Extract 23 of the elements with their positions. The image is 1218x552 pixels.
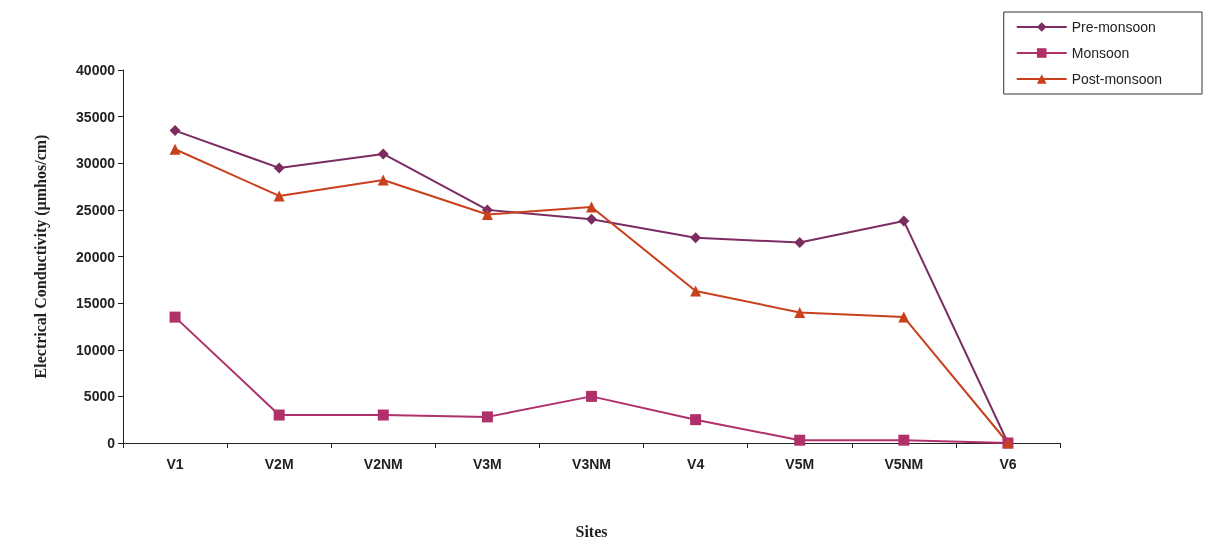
x-tick-label: V5M bbox=[785, 456, 815, 472]
y-tick-label: 10000 bbox=[76, 341, 116, 358]
y-tick-label: 40000 bbox=[76, 62, 116, 78]
y-tick-label: 20000 bbox=[76, 248, 116, 265]
x-tick-label: V3NM bbox=[572, 456, 611, 472]
y-axis-title: Electrical Conductivity (µmhos/cm) bbox=[31, 134, 50, 379]
y-tick-label: 35000 bbox=[76, 108, 116, 125]
y-tick-label: 25000 bbox=[76, 201, 116, 218]
y-tick-label: 0 bbox=[107, 435, 116, 451]
x-tick-label: V2M bbox=[264, 456, 294, 472]
x-tick-label: V2NM bbox=[363, 456, 403, 472]
x-tick-label: V6 bbox=[999, 456, 1017, 472]
x-tick-label: V5NM bbox=[884, 456, 924, 472]
legend-label: Monsoon bbox=[1071, 45, 1130, 61]
x-tick-label: V4 bbox=[687, 456, 705, 472]
legend-label: Pre-monsoon bbox=[1071, 19, 1156, 35]
legend-label: Post-monsoon bbox=[1071, 71, 1163, 87]
y-tick-label: 30000 bbox=[76, 155, 116, 172]
y-tick-label: 5000 bbox=[83, 388, 116, 405]
x-tick-label: V1 bbox=[166, 456, 184, 472]
x-axis-title: Sites bbox=[575, 522, 608, 540]
y-tick-label: 15000 bbox=[76, 295, 116, 312]
x-tick-label: V3M bbox=[472, 456, 502, 472]
